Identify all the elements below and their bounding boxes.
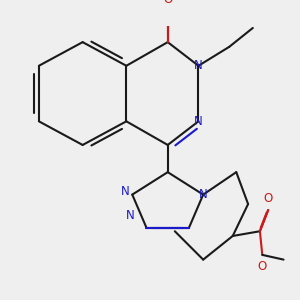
Text: N: N [121, 184, 130, 198]
Text: O: O [264, 192, 273, 205]
Text: N: N [194, 59, 203, 72]
Text: N: N [199, 188, 208, 201]
Text: O: O [163, 0, 172, 6]
Text: O: O [258, 260, 267, 273]
Text: N: N [194, 115, 203, 128]
Text: N: N [125, 209, 134, 222]
